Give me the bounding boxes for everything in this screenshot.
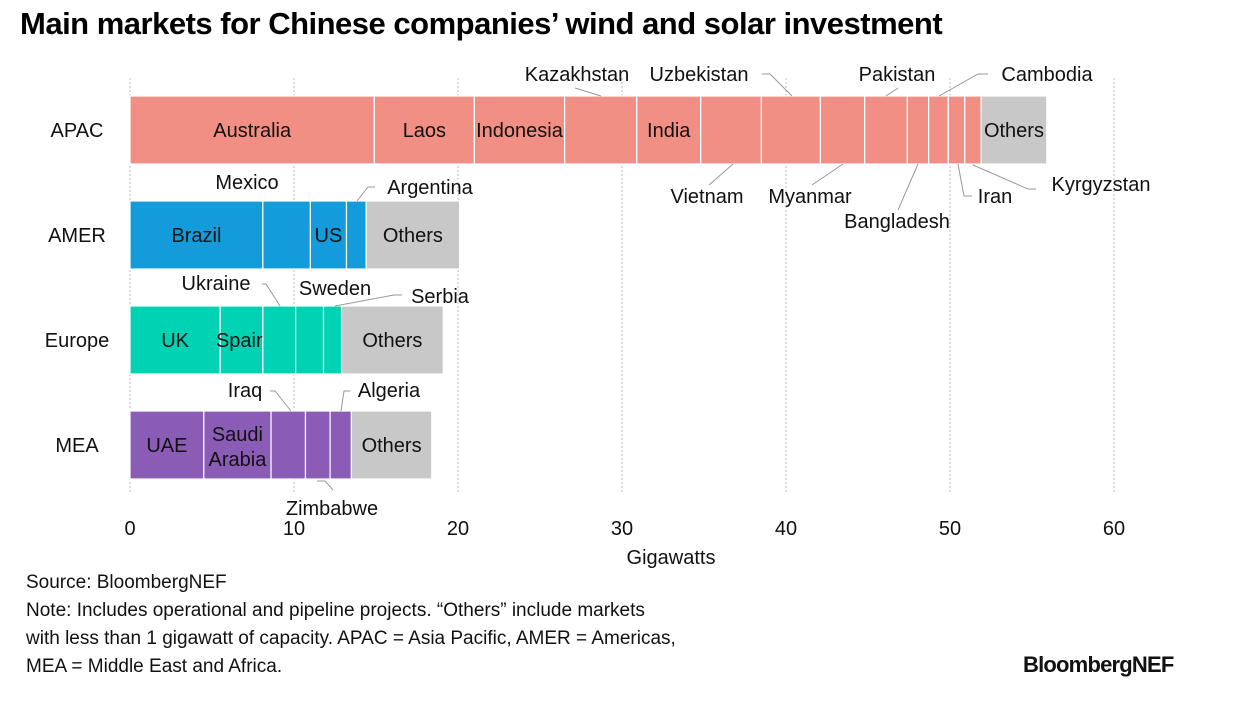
segment-label: US xyxy=(315,225,343,247)
bar-segment-uk xyxy=(129,305,221,375)
segment-label: Algeria xyxy=(358,380,421,402)
bar-segment-brazil xyxy=(129,200,264,270)
bar-segment-mexico xyxy=(262,200,311,270)
leader-line xyxy=(972,164,1036,190)
leader-line xyxy=(885,87,899,97)
segment-label: India xyxy=(647,120,691,142)
segment-label: Ukraine xyxy=(182,273,251,295)
segment-label: Iran xyxy=(978,186,1012,208)
leader-line xyxy=(897,163,919,211)
segment-label: Zimbabwe xyxy=(286,498,378,520)
x-axis-label: Gigawatts xyxy=(627,547,716,569)
segment-label: Kyrgyzstan xyxy=(1052,174,1151,196)
x-tick-label: 10 xyxy=(283,518,305,540)
category-label-mea: MEA xyxy=(55,435,99,457)
bar-segment-argentina xyxy=(345,200,367,270)
x-tick-label: 60 xyxy=(1103,518,1125,540)
segment-label: Vietnam xyxy=(670,186,743,208)
bar-segment-australia xyxy=(129,95,375,165)
bar-segment-others xyxy=(340,305,444,375)
category-label-europe: Europe xyxy=(45,330,110,352)
x-tick-label: 40 xyxy=(775,518,797,540)
leader-line xyxy=(317,480,334,491)
segment-label: Kazakhstan xyxy=(525,64,630,86)
bar-segment-iraq xyxy=(270,410,307,480)
chart-title: Main markets for Chinese companies’ wind… xyxy=(20,6,943,41)
bar-segment-kazakhstan xyxy=(563,95,638,165)
bloombergnef-logo: BloombergNEF xyxy=(1023,652,1174,677)
bar-segment-vietnam xyxy=(700,95,762,165)
segment-label: Saudi xyxy=(212,424,263,446)
segment-label: Cambodia xyxy=(1001,64,1093,86)
bar-segment-sweden xyxy=(295,305,325,375)
segment-label: UAE xyxy=(146,435,187,457)
bar-segment-ukraine xyxy=(262,305,297,375)
bar-segment-zimbabwe xyxy=(304,410,331,480)
segment-label: Others xyxy=(383,225,443,247)
leader-line xyxy=(262,283,281,307)
segment-label: Others xyxy=(984,120,1044,142)
segment-label: Others xyxy=(362,435,422,457)
leader-line xyxy=(270,390,292,412)
category-label-apac: APAC xyxy=(51,120,104,142)
segment-label: Bangladesh xyxy=(844,211,950,233)
x-tick-label: 30 xyxy=(611,518,633,540)
note-line-2: with less than 1 gigawatt of capacity. A… xyxy=(26,628,676,649)
bar-segment-pakistan xyxy=(864,95,908,165)
x-tick-label: 0 xyxy=(124,518,135,540)
segment-label: UK xyxy=(161,330,189,352)
segment-label: Mexico xyxy=(215,172,278,194)
bar-segment-spain xyxy=(219,305,264,375)
bar-segment-kyrgyzstan xyxy=(964,95,982,165)
leader-line xyxy=(957,163,972,197)
bar-segment-serbia xyxy=(322,305,343,375)
bar-segment-indonesia xyxy=(473,95,566,165)
bar-segment-laos xyxy=(373,95,475,165)
bar-segment-uzbekistan xyxy=(760,95,822,165)
source-text: Source: BloombergNEF xyxy=(26,572,227,593)
segment-label: Uzbekistan xyxy=(650,64,749,86)
leader-line xyxy=(340,390,350,412)
category-label-amer: AMER xyxy=(48,225,106,247)
bar-segment-algeria xyxy=(329,410,352,480)
bar-segment-uae xyxy=(129,410,205,480)
segment-label: Argentina xyxy=(387,177,473,199)
bar-segment-bangladesh xyxy=(906,95,930,165)
segment-label: Laos xyxy=(403,120,446,142)
segment-label: Australia xyxy=(213,120,292,142)
leader-line xyxy=(762,73,793,97)
segment-label: Iraq xyxy=(228,380,262,402)
bar-segment-us xyxy=(309,200,348,270)
segment-label: Serbia xyxy=(411,286,470,308)
bar-segment-others xyxy=(365,200,461,270)
x-tick-label: 20 xyxy=(447,518,469,540)
segment-label: Pakistan xyxy=(859,64,936,86)
leader-line xyxy=(334,294,402,307)
segment-label: Myanmar xyxy=(768,186,852,208)
segment-label: Sweden xyxy=(299,278,371,300)
bar-segment-cambodia xyxy=(928,95,949,165)
segment-label: Brazil xyxy=(171,225,221,247)
bar-segment-others xyxy=(350,410,433,480)
note-line-3: MEA = Middle East and Africa. xyxy=(26,656,283,677)
segment-label: Spain xyxy=(216,330,267,352)
segment-label: Arabia xyxy=(209,449,268,471)
x-tick-label: 50 xyxy=(939,518,961,540)
leader-line xyxy=(811,163,844,186)
leader-line xyxy=(938,73,988,97)
leader-line xyxy=(356,186,375,202)
bar-segment-india xyxy=(636,95,702,165)
bar-segment-others xyxy=(980,95,1048,165)
segment-label: Others xyxy=(362,330,422,352)
segment-label: Indonesia xyxy=(476,120,564,142)
note-line-1: Note: Includes operational and pipeline … xyxy=(26,600,645,621)
bar-segment-iran xyxy=(947,95,966,165)
leader-line xyxy=(574,87,602,97)
leader-line xyxy=(708,163,734,186)
bar-segment-myanmar xyxy=(819,95,866,165)
